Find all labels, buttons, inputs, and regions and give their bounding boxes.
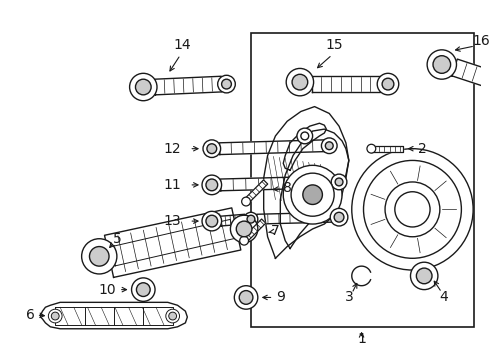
Circle shape (411, 262, 438, 289)
Circle shape (247, 215, 255, 223)
Circle shape (301, 132, 309, 140)
Circle shape (239, 291, 253, 304)
Circle shape (335, 178, 343, 186)
Circle shape (433, 56, 451, 73)
Polygon shape (242, 219, 266, 243)
Circle shape (385, 182, 440, 237)
Polygon shape (257, 212, 334, 224)
Circle shape (427, 50, 457, 79)
Circle shape (129, 73, 157, 101)
Circle shape (293, 175, 332, 214)
Circle shape (166, 309, 179, 323)
Circle shape (131, 278, 155, 301)
Text: 15: 15 (325, 38, 343, 52)
Circle shape (206, 215, 218, 227)
Circle shape (292, 74, 308, 90)
Polygon shape (371, 146, 403, 152)
Circle shape (203, 140, 220, 157)
Circle shape (416, 268, 432, 284)
Circle shape (240, 236, 248, 245)
Bar (251, 33, 474, 327)
Text: 2: 2 (418, 142, 427, 156)
Text: 9: 9 (276, 291, 285, 305)
Text: 11: 11 (164, 178, 181, 192)
Polygon shape (220, 214, 245, 226)
Circle shape (334, 212, 344, 222)
Circle shape (352, 149, 473, 270)
Circle shape (51, 312, 59, 320)
Text: 8: 8 (283, 181, 292, 195)
Circle shape (325, 142, 333, 150)
Circle shape (230, 215, 258, 243)
Circle shape (395, 192, 430, 227)
Polygon shape (312, 76, 380, 92)
Circle shape (331, 174, 347, 190)
Polygon shape (220, 140, 324, 154)
Circle shape (218, 75, 235, 93)
Polygon shape (111, 219, 235, 266)
Circle shape (285, 167, 340, 222)
Polygon shape (452, 59, 490, 102)
Text: 7: 7 (271, 224, 280, 238)
Text: 16: 16 (472, 34, 490, 48)
Text: 10: 10 (98, 283, 116, 297)
Text: 12: 12 (164, 142, 181, 156)
Circle shape (364, 161, 462, 258)
Text: 5: 5 (113, 232, 121, 246)
Circle shape (321, 138, 337, 154)
Circle shape (135, 79, 151, 95)
Circle shape (377, 73, 399, 95)
Circle shape (305, 187, 320, 203)
Circle shape (242, 197, 250, 206)
Circle shape (303, 185, 322, 204)
Circle shape (136, 283, 150, 297)
Circle shape (244, 212, 258, 226)
Text: 14: 14 (173, 38, 191, 52)
Circle shape (283, 165, 342, 224)
Polygon shape (244, 180, 268, 204)
Circle shape (297, 128, 313, 144)
Polygon shape (155, 76, 222, 95)
Circle shape (202, 175, 221, 195)
Circle shape (382, 78, 394, 90)
Circle shape (206, 179, 218, 191)
Circle shape (236, 221, 252, 237)
Circle shape (207, 144, 217, 154)
Text: 13: 13 (164, 214, 181, 228)
Polygon shape (220, 176, 334, 191)
Polygon shape (264, 107, 349, 258)
Circle shape (234, 286, 258, 309)
Circle shape (330, 208, 348, 226)
Text: 6: 6 (26, 308, 35, 322)
Polygon shape (280, 129, 349, 248)
Polygon shape (41, 302, 187, 329)
Circle shape (82, 239, 117, 274)
Circle shape (169, 312, 176, 320)
Text: 4: 4 (440, 291, 448, 305)
Text: 1: 1 (357, 332, 366, 346)
Circle shape (291, 173, 334, 216)
Circle shape (49, 309, 62, 323)
Circle shape (367, 144, 376, 153)
Circle shape (286, 68, 314, 96)
Circle shape (221, 79, 231, 89)
Circle shape (90, 247, 109, 266)
Polygon shape (104, 208, 241, 278)
Text: 3: 3 (344, 291, 353, 305)
Polygon shape (283, 123, 326, 170)
Circle shape (202, 211, 221, 231)
